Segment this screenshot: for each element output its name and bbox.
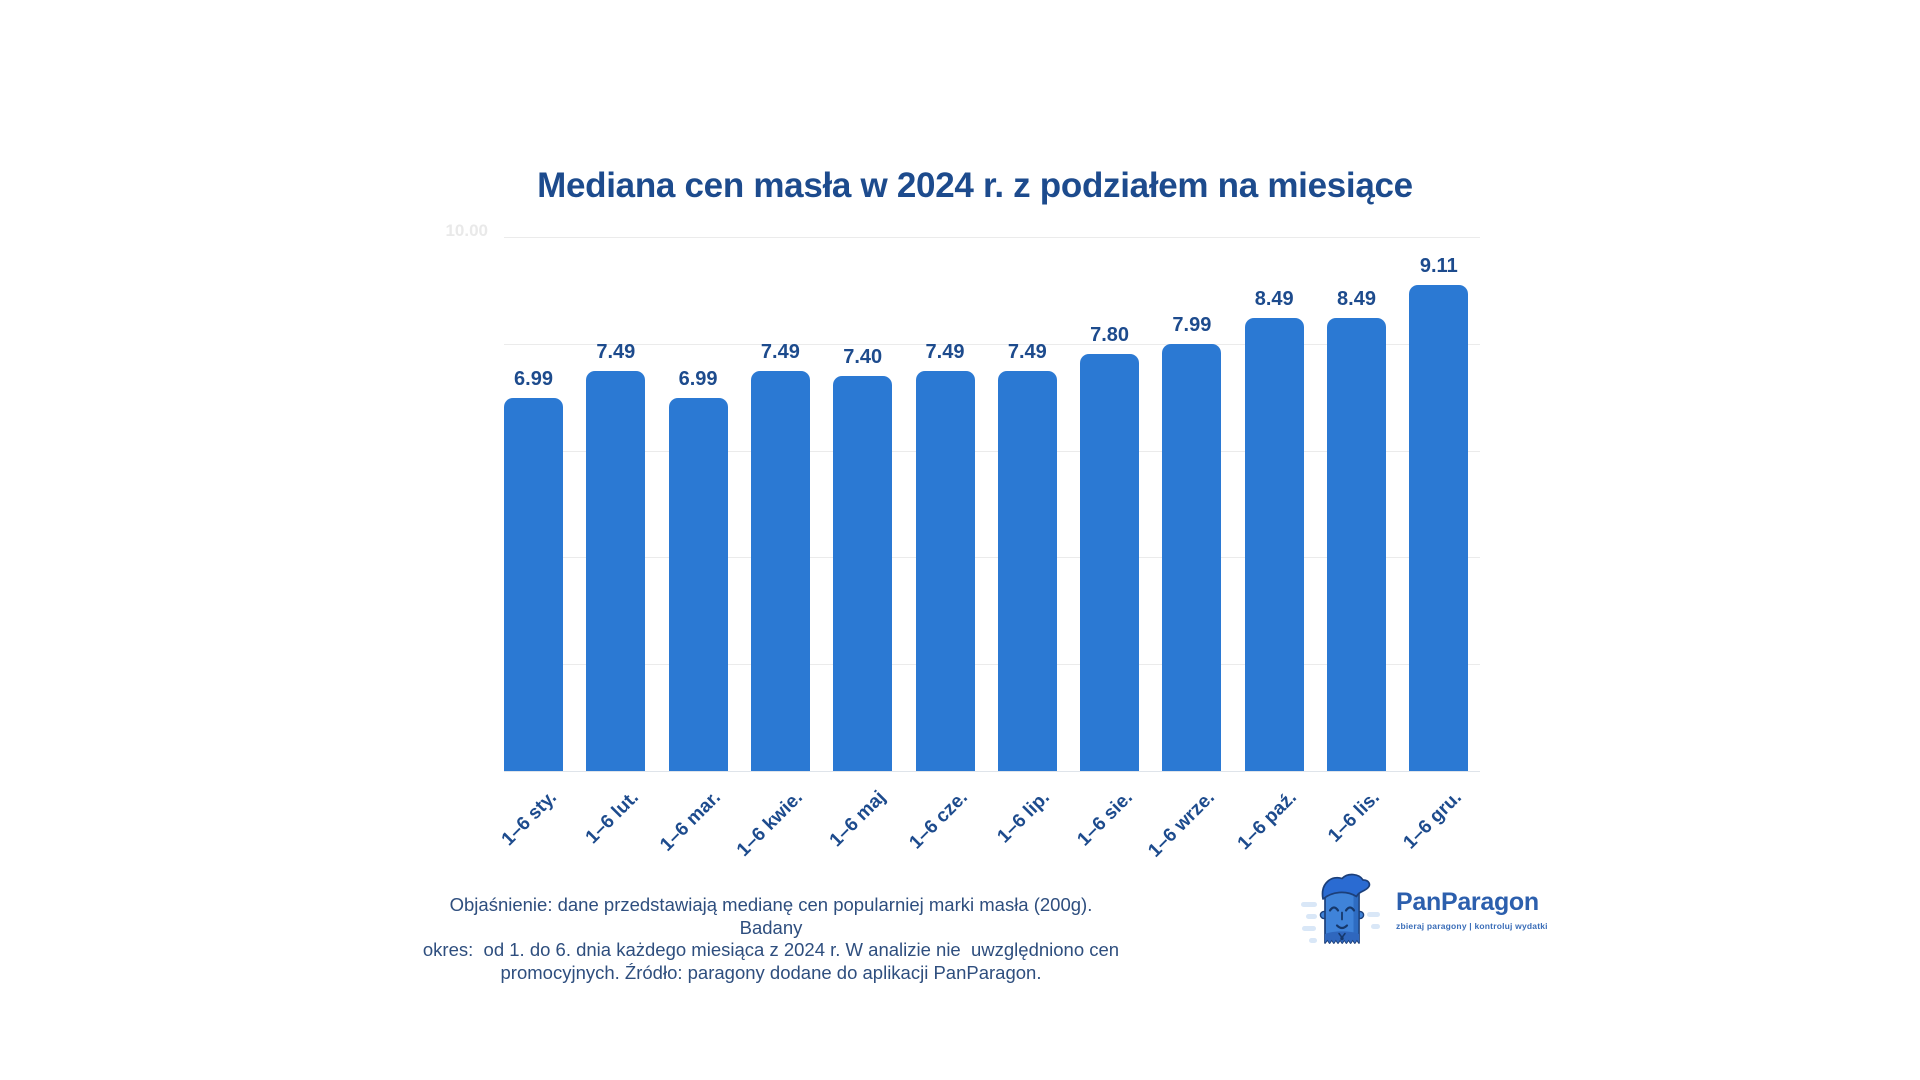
bar-1–6 lip. bbox=[997, 371, 1057, 771]
bar-value-label: 8.49 bbox=[1337, 287, 1376, 310]
bar-value-label: 6.99 bbox=[514, 367, 553, 390]
bar-value-label: 7.99 bbox=[1172, 314, 1212, 337]
logo-tagline: zbieraj paragony | kontroluj wydatki bbox=[1396, 921, 1548, 931]
footnote-line-1: Objaśnienie: dane przedstawiają medianę … bbox=[449, 894, 1098, 938]
gridline-10 bbox=[504, 237, 1480, 238]
logo-brand-name: PanParagon bbox=[1396, 888, 1539, 916]
bar-value-label: 7.49 bbox=[760, 341, 800, 364]
bar-1–6 wrze. bbox=[1162, 344, 1222, 771]
bar-1–6 kwie. bbox=[750, 371, 810, 771]
logo-text-block: PanParagon zbieraj paragony | kontroluj … bbox=[1396, 871, 1548, 931]
bar-value-label: 7.40 bbox=[843, 345, 883, 368]
panparagon-logo: PanParagon zbieraj paragony | kontroluj … bbox=[1300, 871, 1548, 959]
plot-area: 6.99 7.49 6.99 7.49 7.40 7.49 7.49 7.80 7.99 8.49… bbox=[504, 237, 1480, 772]
gridline-0 bbox=[504, 771, 1480, 772]
x-axis-label: 1–6 paź. bbox=[1233, 787, 1302, 855]
bar-1–6 sie. bbox=[1080, 354, 1140, 771]
chart-title: Mediana cen masła w 2024 r. z podziałem … bbox=[537, 166, 1413, 205]
bar-1–6 lis. bbox=[1327, 317, 1386, 771]
footnote-line-2: okres: od 1. do 6. dnia każdego miesiąca… bbox=[422, 939, 1120, 960]
bar-value-label: 7.49 bbox=[925, 341, 965, 364]
bar-value-label: 9.11 bbox=[1419, 254, 1458, 277]
y-axis-tick-label: 10.00 bbox=[445, 221, 488, 240]
footnote: Objaśnienie: dane przedstawiają medianę … bbox=[421, 894, 1121, 984]
footnote-line-3: promocyjnych. Źródło: paragony dodane do… bbox=[500, 961, 1042, 983]
bar-1–6 cze. bbox=[915, 371, 975, 771]
receipt-mascot-icon bbox=[1301, 873, 1380, 944]
gridline-6 bbox=[504, 450, 1480, 452]
bar-value-label: 6.99 bbox=[678, 367, 718, 390]
bar-value-label: 8.49 bbox=[1254, 287, 1294, 310]
gridline-8 bbox=[504, 343, 1480, 345]
bar-value-label: 7.49 bbox=[1007, 341, 1047, 364]
bar-1–6 paź. bbox=[1244, 317, 1304, 771]
bar-value-label: 7.80 bbox=[1090, 324, 1130, 347]
bar-1–6 lut. bbox=[586, 371, 646, 771]
bar-value-label: 7.49 bbox=[596, 341, 636, 364]
bar-1–6 gru. bbox=[1409, 284, 1469, 771]
gridline-4 bbox=[504, 557, 1480, 559]
bar-1–6 sty. bbox=[504, 397, 563, 771]
gridline-2 bbox=[504, 664, 1480, 666]
bar-1–6 mar. bbox=[668, 397, 728, 771]
bar-1–6 maj bbox=[833, 375, 893, 771]
